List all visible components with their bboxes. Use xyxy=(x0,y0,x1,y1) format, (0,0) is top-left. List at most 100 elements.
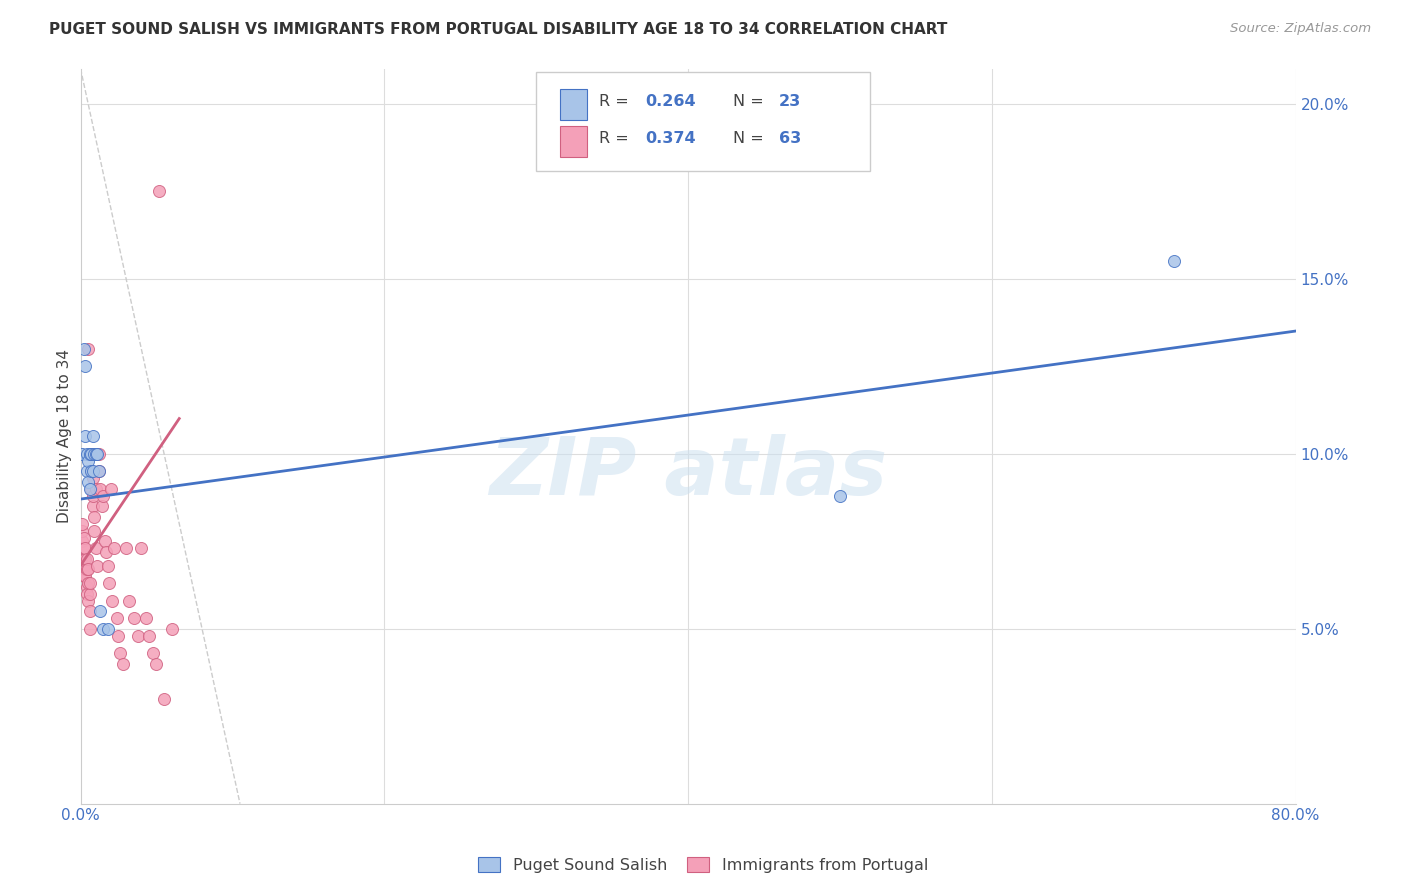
Point xyxy=(83,446,105,460)
Point xyxy=(89,482,111,496)
Point xyxy=(148,184,170,198)
Point xyxy=(135,611,157,625)
Y-axis label: Disability Age 18 to 34: Disability Age 18 to 34 xyxy=(58,349,72,523)
Point xyxy=(145,657,167,671)
Point xyxy=(89,604,111,618)
Point xyxy=(138,629,160,643)
Point xyxy=(83,524,105,538)
Point xyxy=(105,611,128,625)
Point xyxy=(82,489,104,503)
Point xyxy=(79,576,101,591)
Point xyxy=(115,541,138,555)
Point xyxy=(79,622,101,636)
Point xyxy=(72,558,94,573)
Point xyxy=(76,446,98,460)
Point xyxy=(75,359,97,373)
Point xyxy=(98,576,121,591)
Point xyxy=(72,551,94,566)
Point xyxy=(101,593,124,607)
Point xyxy=(1163,254,1185,268)
Point xyxy=(153,691,176,706)
Point xyxy=(80,446,103,460)
FancyBboxPatch shape xyxy=(561,89,588,120)
Point xyxy=(160,622,183,636)
Point xyxy=(97,622,120,636)
Text: 23: 23 xyxy=(779,94,801,109)
Point xyxy=(75,569,97,583)
Text: 0.264: 0.264 xyxy=(645,94,696,109)
Point xyxy=(79,586,101,600)
Point xyxy=(828,489,851,503)
Text: N =: N = xyxy=(733,131,769,146)
Point xyxy=(108,646,131,660)
Point xyxy=(97,558,120,573)
Point xyxy=(80,446,103,460)
Point xyxy=(82,471,104,485)
Text: PUGET SOUND SALISH VS IMMIGRANTS FROM PORTUGAL DISABILITY AGE 18 TO 34 CORRELATI: PUGET SOUND SALISH VS IMMIGRANTS FROM PO… xyxy=(49,22,948,37)
Point xyxy=(129,541,152,555)
Point xyxy=(72,541,94,555)
Point xyxy=(72,569,94,583)
Point xyxy=(77,475,100,489)
Text: ZIP atlas: ZIP atlas xyxy=(489,434,887,512)
Point xyxy=(80,464,103,478)
Point xyxy=(76,580,98,594)
Point xyxy=(80,464,103,478)
Point xyxy=(87,464,110,478)
Point xyxy=(72,531,94,545)
Point xyxy=(77,342,100,356)
FancyBboxPatch shape xyxy=(561,126,588,157)
Point xyxy=(82,499,104,513)
Point xyxy=(91,489,114,503)
Point xyxy=(79,482,101,496)
Point xyxy=(90,499,112,513)
Point xyxy=(76,551,98,566)
Point xyxy=(70,534,93,549)
Point xyxy=(70,446,93,460)
Point xyxy=(91,622,114,636)
Point xyxy=(84,541,107,555)
Point xyxy=(76,464,98,478)
Point xyxy=(86,446,108,460)
Point xyxy=(83,509,105,524)
Point xyxy=(103,541,125,555)
Point xyxy=(79,604,101,618)
Point xyxy=(70,524,93,538)
Point xyxy=(76,586,98,600)
Point xyxy=(142,646,165,660)
Point xyxy=(122,611,145,625)
Point xyxy=(86,558,108,573)
Point xyxy=(72,342,94,356)
Point xyxy=(82,429,104,443)
Point xyxy=(76,562,98,576)
Legend: Puget Sound Salish, Immigrants from Portugal: Puget Sound Salish, Immigrants from Port… xyxy=(471,851,935,880)
Text: R =: R = xyxy=(599,131,634,146)
Point xyxy=(77,453,100,467)
Point xyxy=(79,446,101,460)
Text: 63: 63 xyxy=(779,131,801,146)
Point xyxy=(77,593,100,607)
Point xyxy=(75,429,97,443)
Point xyxy=(82,464,104,478)
Point xyxy=(75,551,97,566)
Point xyxy=(84,446,107,460)
Point xyxy=(84,482,107,496)
Text: N =: N = xyxy=(733,94,769,109)
Point xyxy=(107,629,129,643)
Point xyxy=(118,593,141,607)
Text: R =: R = xyxy=(599,94,634,109)
Point xyxy=(100,482,122,496)
Point xyxy=(112,657,135,671)
FancyBboxPatch shape xyxy=(536,72,870,171)
Point xyxy=(70,516,93,531)
Point xyxy=(87,446,110,460)
Point xyxy=(77,576,100,591)
Point xyxy=(80,482,103,496)
Point xyxy=(87,464,110,478)
Text: Source: ZipAtlas.com: Source: ZipAtlas.com xyxy=(1230,22,1371,36)
Text: 0.374: 0.374 xyxy=(645,131,696,146)
Point xyxy=(77,562,100,576)
Point xyxy=(94,534,117,549)
Point xyxy=(75,541,97,555)
Point xyxy=(75,562,97,576)
